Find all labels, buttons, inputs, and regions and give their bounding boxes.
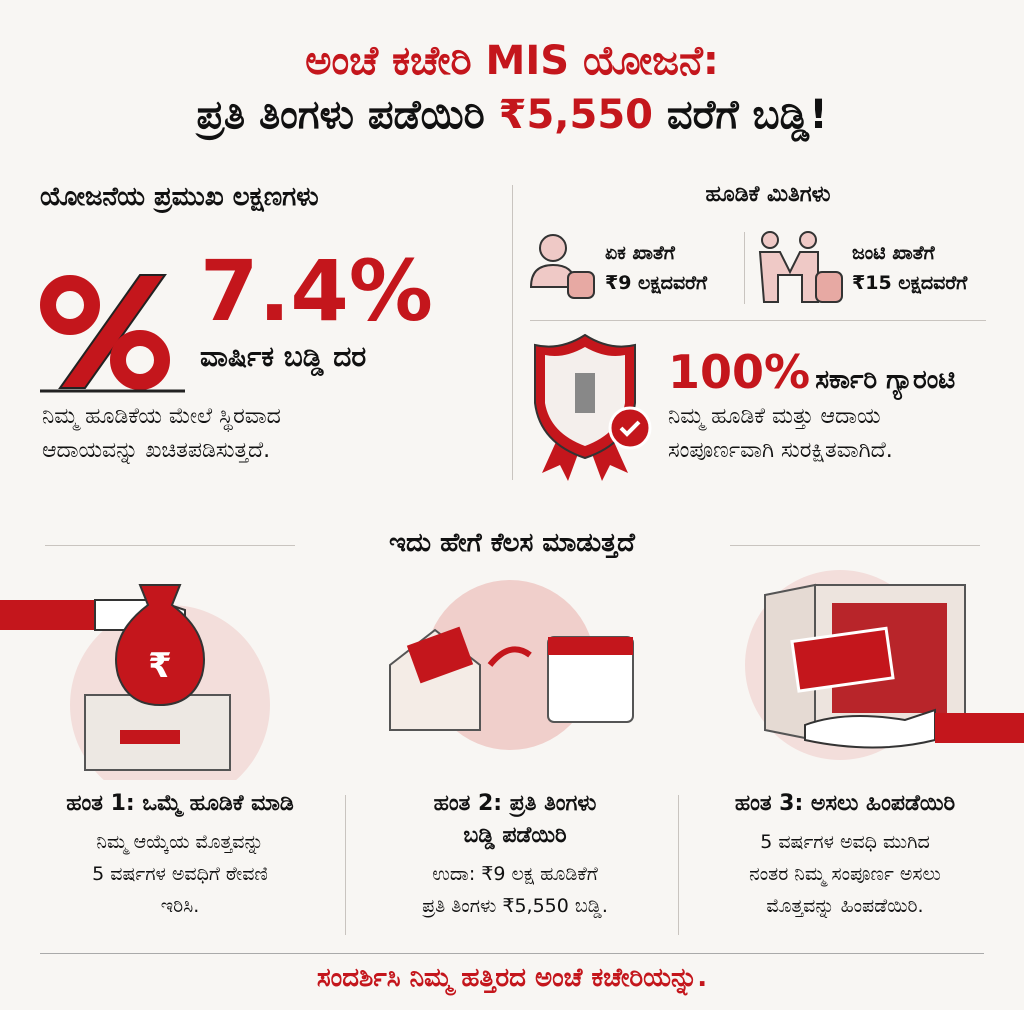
single-label: ಏಕ ಖಾತೆಗೆ	[605, 242, 675, 264]
desc-line: ನಿಮ್ಮ ಹೂಡಿಕೆಯ ಮೇಲೆ ಸ್ಥಿರವಾದ	[42, 404, 281, 429]
divider	[730, 545, 980, 546]
step-line: 5 ವರ್ಷಗಳ ಅವಧಿಗೆ ಠೇವಣಿ	[92, 863, 268, 885]
step-line: ಉದಾ: ₹9 ಲಕ್ಷ ಹೂಡಿಕೆಗೆ	[432, 863, 598, 885]
guarantee-title: 100% ಸರ್ಕಾರಿ ಗ್ಯಾರಂಟಿ	[668, 345, 955, 399]
guarantee-label: ಸರ್ಕಾರಿ ಗ್ಯಾರಂಟಿ	[815, 365, 956, 395]
step-line: 5 ವರ್ಷಗಳ ಅವಧಿ ಮುಗಿದ	[760, 831, 930, 853]
rate-label: ವಾರ್ಷಿಕ ಬಡ್ಡಿ ದರ	[200, 340, 367, 373]
limits-heading: ಹೂಡಿಕೆ ಮಿತಿಗಳು	[705, 182, 831, 207]
title-line-2: ಪ್ರತಿ ತಿಂಗಳು ಪಡೆಯಿರಿ ₹5,550 ವರೆಗೆ ಬಡ್ಡಿ!	[0, 92, 1024, 138]
guarantee-description: ನಿಮ್ಮ ಹೂಡಿಕೆ ಮತ್ತು ಆದಾಯ ಸಂಪೂರ್ಣವಾಗಿ ಸುರಕ್…	[668, 400, 893, 468]
safe-icon	[745, 570, 1024, 760]
svg-text:₹: ₹	[148, 646, 172, 686]
step-1: ಹಂತ 1: ಒಮ್ಮೆ ಹೂಡಿಕೆ ಮಾಡಿ ನಿಮ್ಮ ಆಯ್ಕೆಯ ಮೊ…	[20, 788, 340, 922]
steps-illustration: ₹	[0, 570, 1024, 780]
step-line: ಪ್ರತಿ ತಿಂಗಳು ₹5,550 ಬಡ್ಡಿ.	[422, 895, 608, 917]
how-heading: ಇದು ಹೇಗೆ ಕೆಲಸ ಮಾಡುತ್ತದೆ	[389, 528, 635, 558]
joint-account: ಜಂಟಿ ಖಾತೆಗೆ ₹15 ಲಕ್ಷದವರೆಗೆ	[852, 238, 967, 298]
step-line: ನಿಮ್ಮ ಆಯ್ಕೆಯ ಮೊತ್ತವನ್ನು	[96, 831, 264, 853]
step-description: ಉದಾ: ₹9 ಲಕ್ಷ ಹೂಡಿಕೆಗೆ ಪ್ರತಿ ತಿಂಗಳು ₹5,550…	[355, 858, 675, 922]
divider	[744, 232, 745, 304]
step-title: ಹಂತ 2: ಪ್ರತಿ ತಿಂಗಳು ಬಡ್ಡಿ ಪಡೆಯಿರಿ	[433, 791, 597, 848]
divider	[345, 795, 346, 935]
title-line-1: ಅಂಚೆ ಕಚೇರಿ MIS ಯೋಜನೆ:	[305, 38, 719, 84]
step-2: ಹಂತ 2: ಪ್ರತಿ ತಿಂಗಳು ಬಡ್ಡಿ ಪಡೆಯಿರಿ ಉದಾ: ₹…	[355, 788, 675, 922]
features-description: ನಿಮ್ಮ ಹೂಡಿಕೆಯ ಮೇಲೆ ಸ್ಥಿರವಾದ ಆದಾಯವನ್ನು ಖಚಿ…	[42, 400, 281, 468]
desc-line: ಆದಾಯವನ್ನು ಖಚಿತಪಡಿಸುತ್ತದೆ.	[42, 438, 271, 463]
step-title: ಹಂತ 3: ಅಸಲು ಹಿಂಪಡೆಯಿರಿ	[734, 791, 956, 816]
title-text: ಪ್ರತಿ ತಿಂಗಳು ಪಡೆಯಿರಿ	[196, 92, 499, 138]
joint-label: ಜಂಟಿ ಖಾತೆಗೆ	[852, 242, 935, 264]
person-coins-icon	[529, 234, 595, 299]
shield-emblem-icon	[534, 333, 652, 481]
step-line: ನಂತರ ನಿಮ್ಮ ಸಂಪೂರ್ಣ ಅಸಲು	[749, 863, 941, 885]
step-title: ಹಂತ 1: ಒಮ್ಮೆ ಹೂಡಿಕೆ ಮಾಡಿ	[66, 791, 294, 816]
desc-line: ನಿಮ್ಮ ಹೂಡಿಕೆ ಮತ್ತು ಆದಾಯ	[668, 404, 881, 429]
step-description: ನಿಮ್ಮ ಆಯ್ಕೆಯ ಮೊತ್ತವನ್ನು 5 ವರ್ಷಗಳ ಅವಧಿಗೆ ಠ…	[20, 826, 340, 922]
features-heading: ಯೋಜನೆಯ ಪ್ರಮುಖ ಲಕ್ಷಣಗಳು	[40, 182, 319, 212]
interest-rate: 7.4%	[200, 242, 433, 340]
money-bag-icon: ₹	[0, 584, 270, 780]
divider	[678, 795, 679, 935]
divider	[530, 320, 986, 321]
desc-line: ಸಂಪೂರ್ಣವಾಗಿ ಸುರಕ್ಷಿತವಾಗಿದೆ.	[668, 438, 893, 463]
step-3: ಹಂತ 3: ಅಸಲು ಹಿಂಪಡೆಯಿರಿ 5 ವರ್ಷಗಳ ಅವಧಿ ಮುಗ…	[685, 788, 1005, 922]
guarantee-percent: 100%	[668, 345, 811, 399]
divider	[45, 545, 295, 546]
handshake-coins-icon	[758, 231, 843, 303]
step-line: ಇರಿಸಿ.	[160, 895, 200, 917]
title-text-end: ವರೆಗೆ ಬಡ್ಡಿ!	[652, 92, 828, 138]
footer-cta: ಸಂದರ್ಶಿಸಿ ನಿಮ್ಮ ಹತ್ತಿರದ ಅಂಚೆ ಕಚೇರಿಯನ್ನು.	[316, 963, 708, 993]
percent-icon	[40, 274, 185, 393]
joint-amount: ₹15 ಲಕ್ಷದವರೆಗೆ	[852, 272, 968, 294]
title-amount: ₹5,550	[498, 92, 653, 138]
divider	[40, 953, 984, 954]
envelope-cash-icon	[389, 580, 634, 750]
step-line: ಮೊತ್ತವನ್ನು ಹಿಂಪಡೆಯಿರಿ.	[766, 895, 924, 917]
single-account: ಏಕ ಖಾತೆಗೆ ₹9 ಲಕ್ಷದವರೆಗೆ	[605, 238, 707, 298]
divider	[512, 185, 513, 480]
step-description: 5 ವರ್ಷಗಳ ಅವಧಿ ಮುಗಿದ ನಂತರ ನಿಮ್ಮ ಸಂಪೂರ್ಣ ಅಸ…	[685, 826, 1005, 922]
single-amount: ₹9 ಲಕ್ಷದವರೆಗೆ	[605, 272, 707, 294]
